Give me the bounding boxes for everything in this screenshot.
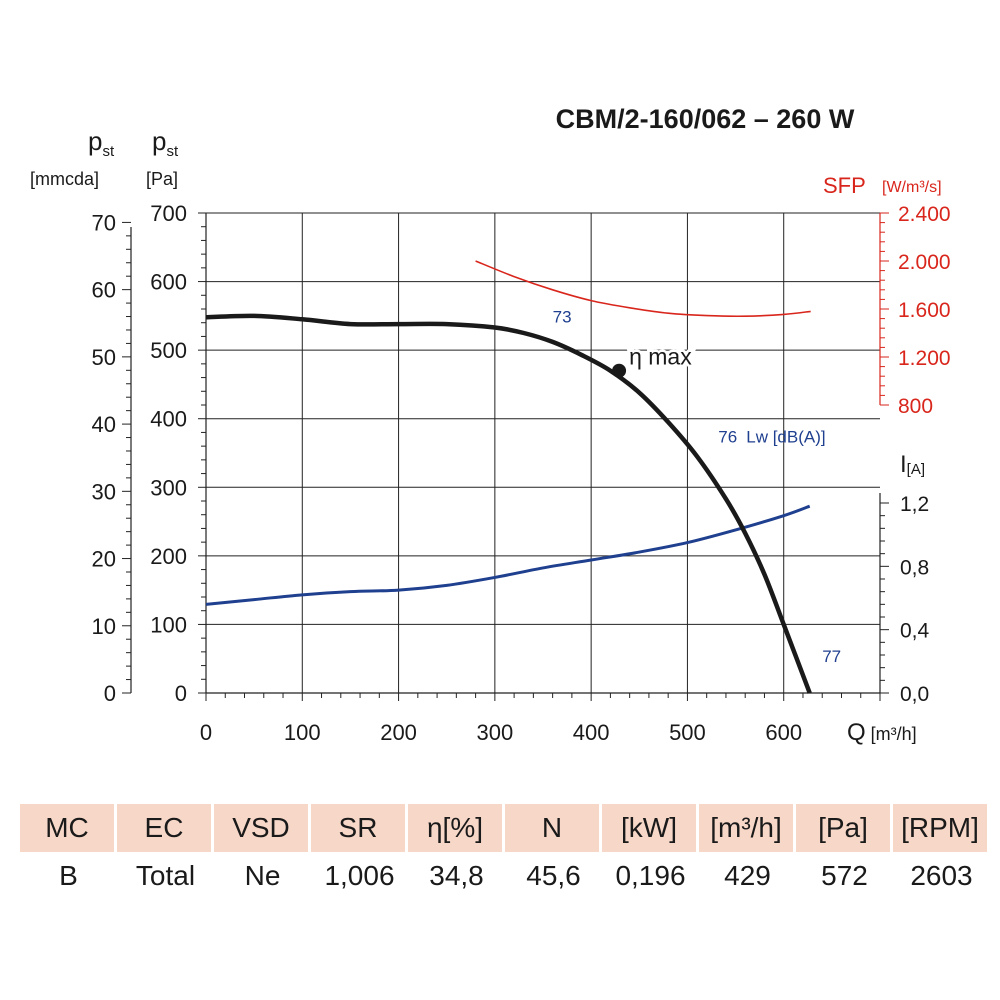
axes — [122, 212, 889, 701]
spec-table-header-row: MC EC VSD SR η[%] N [kW] [m³/h] [Pa] [RPM] — [20, 804, 990, 852]
spec-value-cell: Total — [135, 860, 196, 891]
tick-labels: 0 100 200 300 400 500 600010020030040050060070… — [92, 201, 951, 745]
pa-tick-label: 500 — [150, 338, 187, 363]
left-axis-pa-unit: [Pa] — [146, 169, 178, 189]
mm-tick-label: 60 — [92, 278, 116, 303]
x-tick-label: 0 — [200, 720, 212, 745]
spec-header-cell: MC — [20, 804, 117, 852]
x-tick-label: 300 — [476, 720, 513, 745]
eta-max-point — [612, 363, 627, 378]
x-axis-label: Q [m³/h] — [847, 719, 917, 746]
spec-header-cell: [m³/h] — [699, 804, 796, 852]
current-tick-label: 0,0 — [900, 683, 929, 706]
pa-tick-label: 600 — [150, 270, 187, 295]
spec-header-cell: EC — [117, 804, 214, 852]
spec-header-cell: [Pa] — [796, 804, 893, 852]
current-tick-label: 1,2 — [900, 493, 929, 516]
mm-tick-label: 0 — [104, 681, 116, 706]
sfp-axis-label: SFP — [823, 173, 866, 198]
spec-value-cell: 429 — [724, 860, 771, 891]
series-lines — [205, 260, 812, 694]
current-axis-label: I[A] — [900, 451, 925, 478]
current-curve — [205, 504, 811, 606]
lw-point-label: 76 — [718, 428, 737, 447]
spec-header-cell: VSD — [214, 804, 311, 852]
spec-value-cell: 34,8 — [429, 860, 484, 891]
spec-header-cell: SR — [311, 804, 408, 852]
left-axis-mm-unit: [mmcda] — [30, 169, 99, 189]
sfp-tick-label: 1.600 — [898, 299, 951, 322]
sfp-tick-label: 800 — [898, 395, 933, 418]
spec-value-cell: 1,006 — [324, 860, 395, 891]
spec-value-cell: 45,6 — [526, 860, 581, 891]
annotations: η max 73 76 77 Lw [dB(A)] — [553, 308, 842, 666]
mm-tick-label: 50 — [92, 345, 116, 370]
x-tick-label: 400 — [573, 720, 610, 745]
sfp-tick-label: 2.000 — [898, 251, 951, 274]
spec-header-cell: η[%] — [408, 804, 505, 852]
pressure-curve — [205, 313, 812, 694]
spec-header-cell: N — [505, 804, 602, 852]
spec-table: MC EC VSD SR η[%] N [kW] [m³/h] [Pa] [RPM] B Total… — [20, 804, 990, 900]
pa-tick-label: 300 — [150, 475, 187, 500]
sfp-axis-unit: [W/m³/s] — [882, 179, 942, 196]
pa-tick-label: 400 — [150, 407, 187, 432]
pa-tick-label: 700 — [150, 201, 187, 226]
mm-tick-label: 10 — [92, 614, 116, 639]
spec-value-cell: 0,196 — [615, 860, 686, 891]
spec-value-cell: 2603 — [910, 860, 973, 891]
mm-tick-label: 40 — [92, 412, 116, 437]
spec-value-cell: Ne — [244, 860, 281, 891]
pa-tick-label: 100 — [150, 612, 187, 637]
eta-max-label: η max — [629, 344, 692, 370]
mm-tick-label: 70 — [92, 210, 116, 235]
spec-value-cell: 572 — [821, 860, 868, 891]
current-tick-label: 0,8 — [900, 556, 929, 579]
spec-value-cell: B — [59, 860, 78, 891]
grid — [206, 212, 880, 693]
chart-title: CBM/2-160/062 – 260 W — [556, 104, 855, 134]
pa-tick-label: 0 — [175, 681, 187, 706]
sfp-tick-label: 1.200 — [898, 347, 951, 370]
current-tick-label: 0,4 — [900, 620, 930, 643]
sfp-curve — [475, 260, 811, 318]
lw-unit-label: Lw [dB(A)] — [746, 428, 825, 447]
fan-performance-chart: CBM/2-160/062 – 260 W pst [mmcda] pst [P… — [30, 104, 951, 746]
lw-point-label: 77 — [822, 647, 841, 666]
left-axis-pa-label: pst — [152, 126, 179, 160]
spec-header-cell: [RPM] — [893, 804, 990, 852]
mm-tick-label: 30 — [92, 479, 116, 504]
mm-tick-label: 20 — [92, 547, 116, 572]
x-tick-label: 500 — [669, 720, 706, 745]
spec-table-value-row: B Total Ne 1,006 34,8 45,6 0,196 429 572 2603 — [20, 852, 990, 900]
x-tick-label: 200 — [380, 720, 417, 745]
sfp-tick-label: 2.400 — [898, 203, 951, 226]
pa-tick-label: 200 — [150, 544, 187, 569]
lw-point-label: 73 — [553, 308, 572, 327]
spec-header-cell: [kW] — [602, 804, 699, 852]
x-tick-label: 600 — [765, 720, 802, 745]
x-tick-label: 100 — [284, 720, 321, 745]
left-axis-mm-label: pst — [88, 126, 115, 160]
